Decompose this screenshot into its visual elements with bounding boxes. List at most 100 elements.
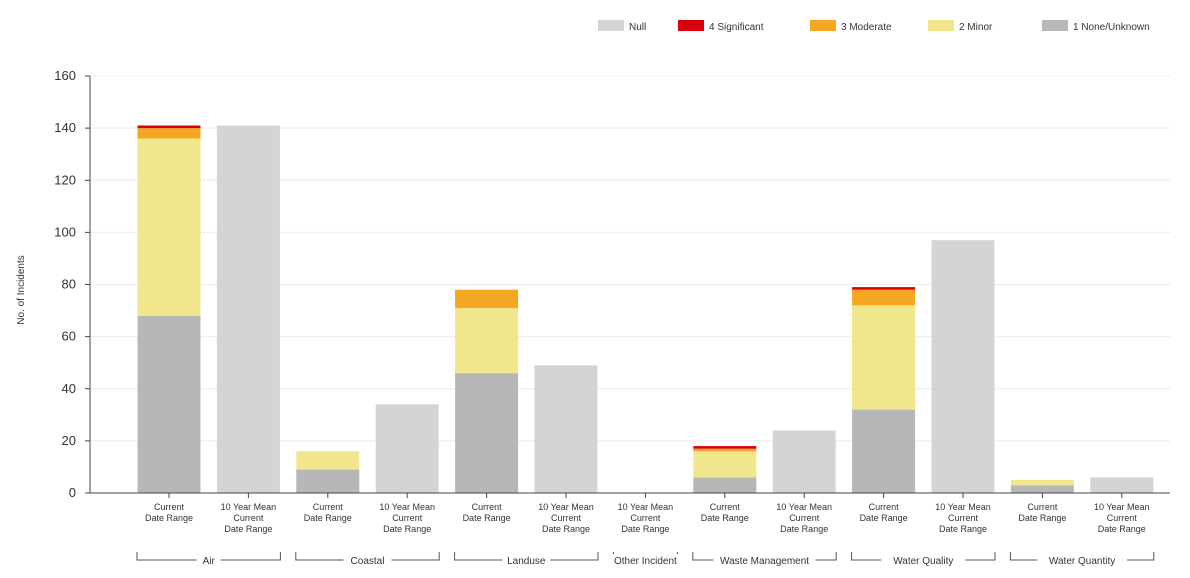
legend-label: 2 Minor bbox=[959, 22, 993, 33]
x-category-label-line: Date Range bbox=[780, 524, 828, 534]
x-category-label-line: 10 Year Mean bbox=[538, 502, 594, 512]
bar-segment bbox=[693, 451, 757, 478]
x-category-label: Current Date Range bbox=[701, 502, 749, 523]
bar-segment bbox=[1010, 479, 1074, 486]
x-category-label: 10 Year Mean Current Date Range bbox=[379, 502, 435, 534]
x-category-label: 10 Year Mean Current Date Range bbox=[221, 502, 277, 534]
group-label: Water Quality bbox=[893, 556, 953, 567]
x-category-label-line: 10 Year Mean bbox=[221, 502, 277, 512]
x-category-label-line: Date Range bbox=[542, 524, 590, 534]
y-tick-label: 20 bbox=[62, 433, 76, 448]
x-category-label: Current Date Range bbox=[1018, 502, 1066, 523]
bar-segment bbox=[455, 373, 519, 493]
y-tick-label: 60 bbox=[62, 329, 76, 344]
x-category-label-line: 10 Year Mean bbox=[776, 502, 832, 512]
x-category-label: Current Date Range bbox=[860, 502, 908, 523]
x-category-label: 10 Year Mean Current Date Range bbox=[935, 502, 991, 534]
bar-segment bbox=[455, 307, 519, 374]
group-label-bg bbox=[196, 554, 221, 568]
x-category-label-line: 10 Year Mean bbox=[618, 502, 674, 512]
x-category-label-line: Current bbox=[392, 513, 423, 523]
x-category-label-line: Date Range bbox=[383, 524, 431, 534]
y-axis: 0 20 40 60 80 100 120 140 160 bbox=[54, 68, 91, 500]
group-label: Landuse bbox=[507, 556, 546, 567]
legend-label: 4 Significant bbox=[709, 22, 764, 33]
bar-segment bbox=[216, 125, 280, 494]
bar-segment bbox=[852, 289, 916, 306]
x-category-label-line: 10 Year Mean bbox=[935, 502, 991, 512]
bar-segment bbox=[693, 446, 757, 449]
x-category-label: Current Date Range bbox=[145, 502, 193, 523]
x-category-label: 10 Year Mean Current Date Range bbox=[776, 502, 832, 534]
bar-segment bbox=[534, 365, 598, 493]
group-label: Coastal bbox=[351, 556, 385, 567]
y-tick-label: 40 bbox=[62, 381, 76, 396]
group-label-bg bbox=[1037, 554, 1128, 568]
x-category-label: 10 Year Mean Current Date Range bbox=[1094, 502, 1150, 534]
group-label-bg bbox=[713, 554, 816, 568]
group-label: Waste Management bbox=[720, 556, 809, 567]
bar-segment bbox=[693, 448, 757, 452]
x-category-label-line: Current bbox=[710, 502, 741, 512]
y-tick-label: 100 bbox=[54, 224, 76, 239]
legend-label: Null bbox=[629, 22, 646, 33]
x-category-label-line: Current bbox=[233, 513, 264, 523]
legend-label: 1 None/Unknown bbox=[1073, 22, 1150, 33]
x-category-label-line: Date Range bbox=[463, 513, 511, 523]
bar-segment bbox=[137, 138, 201, 316]
y-tick-label: 80 bbox=[62, 277, 76, 292]
y-tick-label: 160 bbox=[54, 68, 76, 83]
group-label-bg bbox=[502, 554, 551, 568]
x-category-label: 10 Year Mean Current Date Range bbox=[618, 502, 674, 534]
x-category-label-line: Current bbox=[1107, 513, 1138, 523]
legend-swatch bbox=[928, 20, 954, 31]
bar-segment bbox=[455, 289, 519, 308]
bar-segment bbox=[1010, 485, 1074, 493]
x-category-label-line: Current bbox=[313, 502, 344, 512]
group-label-bg bbox=[600, 554, 691, 568]
x-category-label-line: Current bbox=[154, 502, 185, 512]
bar-segment bbox=[296, 469, 360, 493]
x-category-label-line: Date Range bbox=[224, 524, 272, 534]
x-category-label-line: 10 Year Mean bbox=[1094, 502, 1150, 512]
bar-segment bbox=[852, 287, 916, 290]
x-category-label-line: Current bbox=[1027, 502, 1058, 512]
bar-segment bbox=[375, 404, 439, 493]
x-category-label-line: Date Range bbox=[701, 513, 749, 523]
bar-segment bbox=[137, 128, 201, 139]
group-label-bg bbox=[343, 554, 392, 568]
legend-swatch bbox=[598, 20, 624, 31]
x-category-label-line: Date Range bbox=[1018, 513, 1066, 523]
x-category-label: Current Date Range bbox=[304, 502, 352, 523]
bar-segment bbox=[296, 451, 360, 470]
bar-segment bbox=[1090, 477, 1154, 493]
bar-segment bbox=[137, 315, 201, 493]
x-category-label-line: Date Range bbox=[860, 513, 908, 523]
bar-segment bbox=[137, 125, 201, 129]
x-category-label-line: Date Range bbox=[939, 524, 987, 534]
x-category-label-line: Date Range bbox=[1098, 524, 1146, 534]
legend: Null 4 Significant 3 Moderate 2 Minor 1 None… bbox=[598, 20, 1150, 33]
group-label: Air bbox=[203, 556, 216, 567]
bar-segment bbox=[931, 240, 995, 493]
x-category-label-line: Current bbox=[551, 513, 582, 523]
y-axis-title: No. of Incidents bbox=[16, 255, 27, 324]
legend-label: 3 Moderate bbox=[841, 22, 892, 33]
legend-swatch bbox=[1042, 20, 1068, 31]
bar-segment bbox=[693, 477, 757, 493]
group-label-bg bbox=[881, 554, 966, 568]
group-label: Water Quantity bbox=[1049, 556, 1115, 567]
bar-segment bbox=[852, 305, 916, 410]
x-category-label-line: 10 Year Mean bbox=[379, 502, 435, 512]
legend-swatch bbox=[678, 20, 704, 31]
x-category-label-line: Date Range bbox=[145, 513, 193, 523]
x-category-label: Current Date Range bbox=[463, 502, 511, 523]
legend-swatch bbox=[810, 20, 836, 31]
x-category-label-line: Current bbox=[630, 513, 661, 523]
y-tick-label: 120 bbox=[54, 172, 76, 187]
x-category-label-line: Date Range bbox=[304, 513, 352, 523]
y-tick-label: 140 bbox=[54, 120, 76, 135]
x-category-label-line: Current bbox=[948, 513, 979, 523]
x-category-label-line: Date Range bbox=[621, 524, 669, 534]
